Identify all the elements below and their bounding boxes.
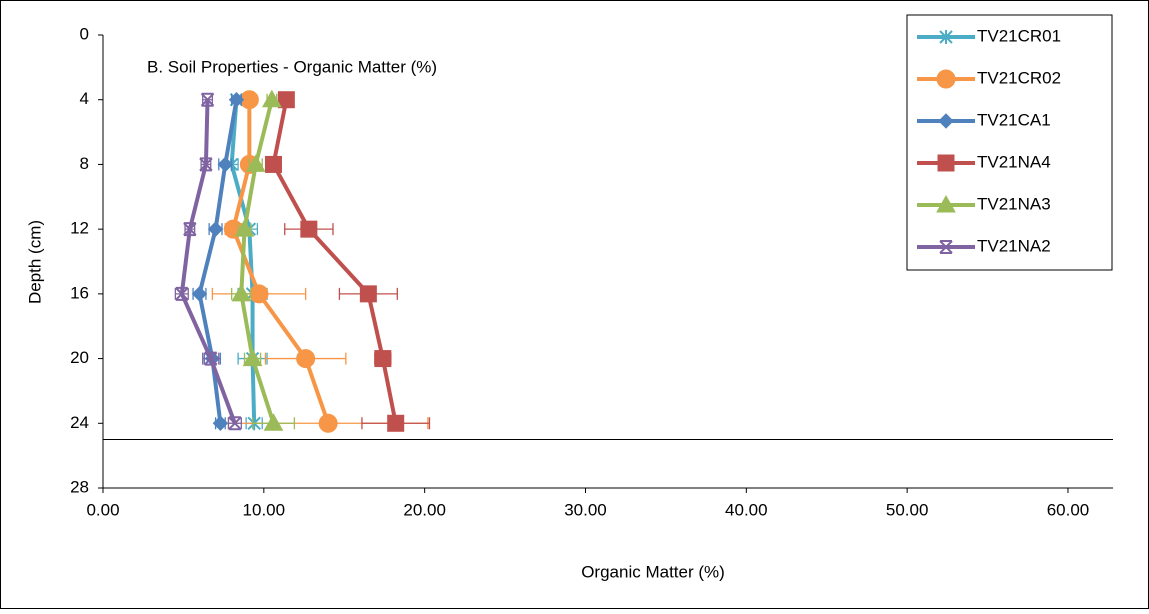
legend-label: TV21CA1 [977, 110, 1051, 129]
marker [938, 113, 954, 129]
marker [175, 286, 189, 301]
legend-label: TV21NA3 [977, 194, 1051, 213]
legend-label: TV21NA4 [977, 152, 1051, 171]
marker [183, 222, 197, 237]
y-tick-label: 20 [70, 348, 89, 367]
legend-label: TV21CR02 [977, 68, 1061, 87]
x-tick-label: 30.00 [564, 500, 607, 519]
series [264, 91, 431, 432]
legend-marker [939, 240, 953, 254]
marker [936, 194, 956, 213]
y-tick-label: 24 [70, 413, 89, 432]
legend-marker [936, 69, 956, 89]
legend-label: TV21NA2 [977, 236, 1051, 255]
marker [191, 286, 208, 302]
y-tick-label: 28 [70, 477, 89, 496]
y-tick-label: 0 [80, 24, 89, 43]
marker [228, 92, 245, 108]
x-tick-label: 40.00 [725, 500, 768, 519]
marker [263, 413, 284, 431]
legend-marker [939, 30, 953, 44]
x-tick-label: 50.00 [886, 500, 929, 519]
marker [296, 349, 316, 369]
marker [231, 283, 252, 302]
marker [228, 416, 242, 431]
series [231, 89, 296, 431]
marker [374, 350, 392, 368]
y-tick-label: 8 [80, 154, 89, 173]
marker [939, 30, 953, 44]
marker [249, 284, 269, 304]
series-line [271, 99, 398, 424]
y-tick-label: 4 [80, 89, 89, 108]
marker [262, 89, 282, 108]
marker [212, 415, 229, 431]
marker [300, 220, 318, 238]
marker [217, 156, 233, 173]
y-axis-label: Depth (cm) [25, 220, 44, 304]
marker [234, 219, 255, 237]
marker [245, 154, 266, 172]
series-line [229, 99, 257, 424]
x-axis-label: Organic Matter (%) [581, 562, 725, 581]
marker [199, 157, 213, 172]
series-line [239, 99, 276, 424]
marker [937, 154, 955, 172]
series-line [179, 99, 237, 424]
legend-marker [936, 194, 956, 213]
marker [242, 348, 263, 367]
series-line [231, 99, 331, 424]
y-tick-label: 12 [70, 219, 89, 238]
legend-box [906, 14, 1113, 271]
chart-title: B. Soil Properties - Organic Matter (%) [147, 57, 437, 76]
x-tick-label: 0.00 [86, 500, 119, 519]
marker [359, 285, 377, 303]
marker [207, 221, 224, 237]
marker [200, 92, 215, 107]
x-tick-label: 60.00 [1047, 500, 1090, 519]
y-tick-label: 16 [70, 283, 89, 302]
marker [318, 413, 338, 433]
marker [204, 351, 218, 366]
legend-label: TV21CR01 [977, 26, 1061, 45]
x-tick-label: 10.00 [243, 500, 286, 519]
marker [939, 240, 953, 254]
legend-marker [938, 113, 954, 129]
marker [936, 69, 956, 89]
marker [387, 414, 405, 432]
legend-marker [937, 154, 955, 172]
series [174, 92, 242, 431]
marker [277, 91, 295, 109]
marker [264, 155, 282, 173]
x-tick-label: 20.00 [403, 500, 446, 519]
